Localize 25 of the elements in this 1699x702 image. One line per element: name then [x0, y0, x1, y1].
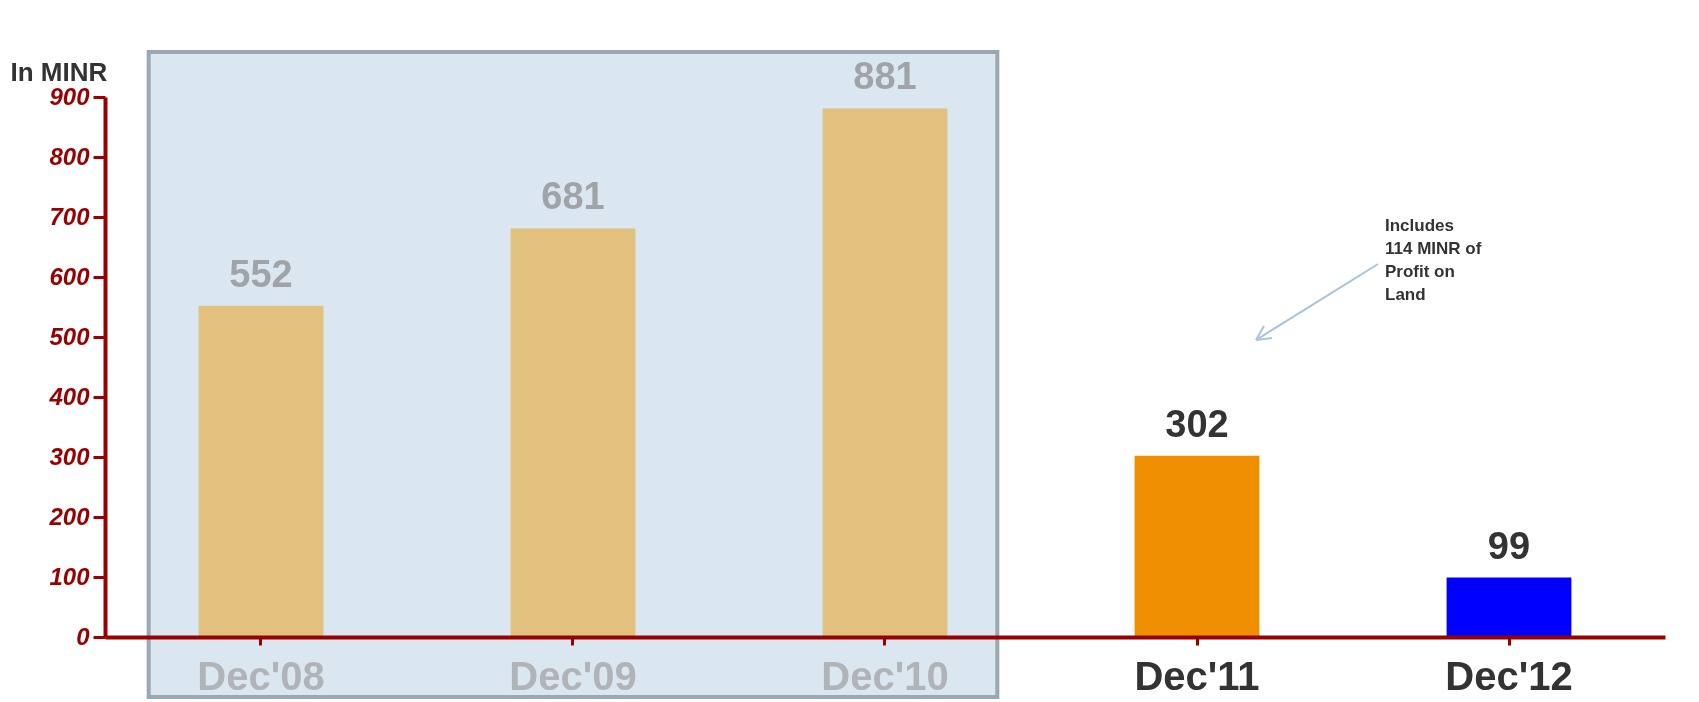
data-label: 881	[853, 55, 917, 98]
y-tick-label: 300	[49, 442, 91, 470]
y-tick-label: 500	[49, 322, 91, 350]
bar	[1134, 455, 1260, 637]
x-tick-label: Dec'12	[1445, 653, 1573, 698]
x-tick-label: Dec'08	[197, 653, 325, 698]
y-tick-label: 200	[48, 502, 91, 530]
y-tick-label: 600	[49, 262, 91, 290]
data-label: 552	[229, 252, 293, 295]
bar	[510, 228, 636, 637]
bar	[1446, 577, 1572, 637]
x-tick-label: Dec'11	[1134, 653, 1260, 698]
x-tick-label: Dec'09	[509, 653, 637, 698]
y-tick-label: 0	[76, 622, 91, 650]
data-label: 302	[1165, 402, 1229, 445]
y-tick-label: 800	[49, 142, 91, 170]
y-tick-label: 400	[48, 382, 91, 410]
bar	[198, 305, 324, 637]
data-label: 99	[1487, 524, 1531, 567]
x-tick-label: Dec'10	[821, 653, 949, 698]
y-tick-label: 100	[49, 562, 91, 590]
y-tick-label: 700	[49, 202, 91, 230]
bar	[822, 108, 948, 637]
annotation: Includes 114 MINR of Profit on Land	[1385, 215, 1483, 306]
data-label: 681	[541, 175, 605, 218]
